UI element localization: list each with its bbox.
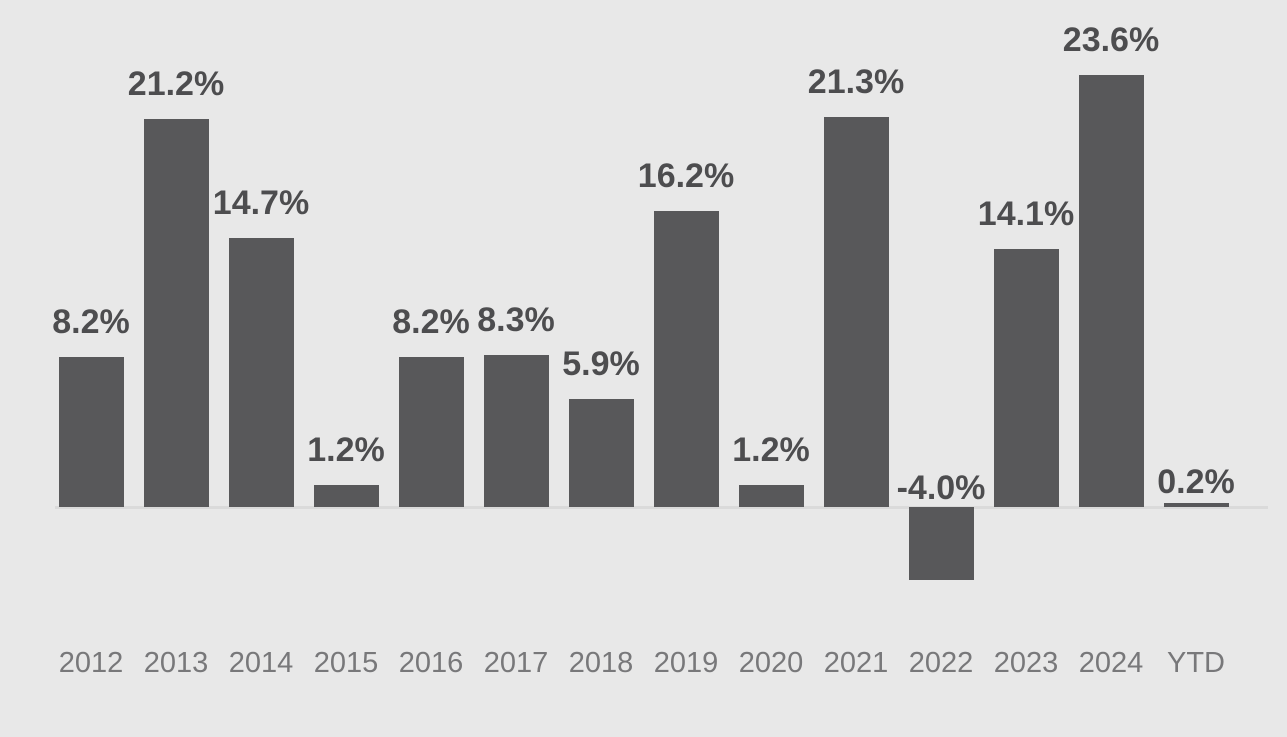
bar-2022 — [908, 507, 974, 580]
bar-2023 — [993, 249, 1059, 507]
x-axis-label-2021: 2021 — [823, 647, 889, 679]
x-axis-label-2020: 2020 — [738, 647, 804, 679]
x-axis-label-2022: 2022 — [908, 647, 974, 679]
value-label-2014: 14.7% — [212, 184, 310, 222]
bar-2016 — [398, 357, 464, 507]
x-axis-label-2014: 2014 — [228, 647, 294, 679]
value-label-2020: 1.2% — [732, 431, 810, 469]
value-label-2023: 14.1% — [977, 195, 1075, 233]
x-axis-label-2024: 2024 — [1078, 647, 1144, 679]
x-axis-label-YTD: YTD — [1167, 647, 1225, 679]
x-axis-label-2013: 2013 — [143, 647, 209, 679]
bar-2024 — [1078, 75, 1144, 507]
bar-2015 — [313, 485, 379, 507]
x-axis-label-2018: 2018 — [568, 647, 634, 679]
value-label-2019: 16.2% — [637, 157, 735, 195]
value-label-2024: 23.6% — [1062, 21, 1160, 59]
bar-2021 — [823, 117, 889, 507]
x-axis-label-2023: 2023 — [993, 647, 1059, 679]
value-label-2021: 21.3% — [807, 63, 905, 101]
value-label-2015: 1.2% — [307, 431, 385, 469]
value-label-2016: 8.2% — [392, 303, 470, 341]
value-label-YTD: 0.2% — [1157, 463, 1235, 501]
bar-2019 — [653, 211, 719, 507]
bar-2018 — [568, 399, 634, 507]
value-label-2012: 8.2% — [52, 303, 130, 341]
value-label-2017: 8.3% — [477, 301, 555, 339]
bar-2017 — [483, 355, 549, 507]
bar-2020 — [738, 485, 804, 507]
value-label-2022: -4.0% — [896, 469, 986, 507]
x-axis-label-2016: 2016 — [398, 647, 464, 679]
x-axis-label-2017: 2017 — [483, 647, 549, 679]
value-label-2013: 21.2% — [127, 65, 225, 103]
x-axis-baseline — [55, 506, 1268, 509]
x-axis-label-2012: 2012 — [58, 647, 124, 679]
bar-YTD — [1163, 503, 1229, 507]
x-axis-label-2015: 2015 — [313, 647, 379, 679]
value-label-2018: 5.9% — [562, 345, 640, 383]
bar-2014 — [228, 238, 294, 507]
bar-2013 — [143, 119, 209, 507]
x-axis-label-2019: 2019 — [653, 647, 719, 679]
bar-2012 — [58, 357, 124, 507]
